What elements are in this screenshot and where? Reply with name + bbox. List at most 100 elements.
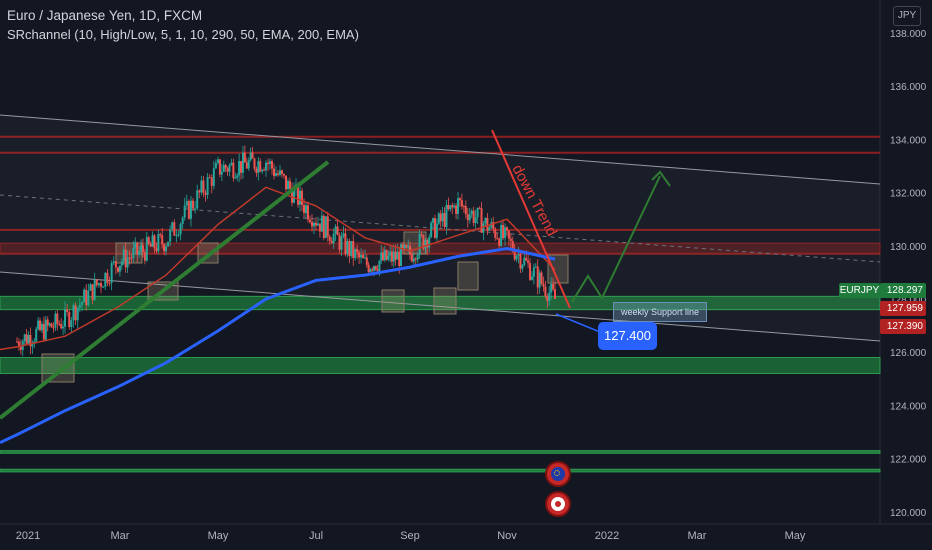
- eu-flag-icon[interactable]: [545, 461, 571, 487]
- ema-fast-line: [0, 186, 556, 351]
- candle-body: [482, 223, 485, 233]
- candle-body: [311, 221, 313, 227]
- candle-body: [167, 241, 170, 247]
- x-tick-label: May: [208, 530, 229, 542]
- candle-body: [318, 223, 321, 232]
- x-tick-label: 2022: [595, 530, 619, 542]
- candle-body: [460, 200, 463, 207]
- candle-body: [145, 237, 148, 261]
- candle-body: [171, 222, 174, 229]
- candle-body: [181, 217, 184, 225]
- candle-body: [322, 215, 325, 238]
- candle-body: [143, 252, 146, 261]
- support-zone: [0, 450, 881, 454]
- candle-body: [299, 190, 301, 205]
- candle-body: [56, 313, 59, 324]
- candle-body: [509, 238, 512, 241]
- candle-body: [74, 305, 77, 321]
- candle-body: [120, 261, 123, 266]
- candle-body: [285, 175, 287, 190]
- currency-button[interactable]: JPY: [893, 6, 921, 26]
- candle-body: [31, 343, 34, 347]
- candle-body: [330, 240, 333, 244]
- x-tick-label: Mar: [111, 530, 130, 542]
- uptrend-line: [0, 160, 330, 420]
- candle-body: [124, 249, 127, 268]
- candle-body: [506, 227, 508, 231]
- candle-body: [407, 245, 410, 248]
- candle-body: [163, 244, 166, 252]
- price-channel: [0, 114, 881, 342]
- candle-body: [515, 255, 518, 260]
- candle-body: [416, 254, 419, 260]
- candle-body: [140, 245, 143, 252]
- candle-body: [496, 237, 499, 239]
- candle-body: [412, 258, 415, 262]
- candle-body: [445, 205, 448, 228]
- candle-body: [60, 324, 63, 329]
- candle-body: [392, 251, 395, 262]
- candle-body: [519, 254, 522, 269]
- candle-body: [25, 334, 28, 344]
- candle-body: [147, 237, 150, 244]
- candle-body: [437, 213, 440, 224]
- candle-body: [153, 235, 156, 249]
- candle-body: [546, 295, 549, 302]
- candle-body: [89, 284, 92, 291]
- jp-flag-icon[interactable]: [545, 491, 571, 517]
- candle-body: [507, 230, 510, 239]
- y-tick-label: 134.000: [890, 135, 927, 146]
- symbol-tag: EURJPY: [839, 283, 880, 298]
- y-tick-label: 130.000: [890, 242, 927, 253]
- candle-body: [405, 245, 408, 248]
- candle-body: [500, 224, 503, 246]
- channel-mid-line: [0, 194, 881, 263]
- candle-body: [391, 251, 393, 262]
- candle-body: [106, 272, 109, 283]
- price-note[interactable]: 127.400: [598, 322, 657, 350]
- candle-body: [344, 233, 347, 255]
- candle-body: [279, 170, 281, 175]
- candle-body: [240, 161, 243, 173]
- candle-body: [42, 323, 45, 340]
- candle-body: [50, 323, 53, 328]
- candle-body: [29, 335, 32, 347]
- candle-body: [134, 242, 137, 249]
- candle-body: [222, 164, 225, 172]
- candle-body: [85, 289, 88, 306]
- pivot-box: [457, 261, 479, 291]
- sr-zones: [0, 135, 881, 473]
- y-tick-label: 126.000: [890, 348, 927, 359]
- candle-body: [122, 249, 125, 262]
- candle-body: [336, 226, 339, 236]
- candle-body: [141, 245, 144, 253]
- candle-body: [23, 334, 26, 342]
- candle-body: [540, 272, 543, 284]
- candle-body: [538, 272, 541, 288]
- candle-body: [157, 234, 160, 252]
- candle-body: [352, 240, 355, 259]
- weekly-support-label[interactable]: weekly Support line: [613, 302, 707, 322]
- candle-body: [365, 257, 368, 265]
- candle-body: [275, 173, 277, 176]
- candle-body: [97, 283, 100, 286]
- candle-body: [289, 181, 291, 189]
- candle-body: [504, 227, 507, 239]
- x-tick-label: Jul: [309, 530, 323, 542]
- candle-body: [326, 216, 329, 237]
- candle-body: [342, 233, 345, 237]
- candle-body: [358, 252, 361, 258]
- candle-body: [316, 223, 319, 226]
- candle-body: [265, 162, 267, 171]
- candle-body: [100, 283, 103, 287]
- candle-body: [462, 206, 465, 208]
- candle-body: [169, 228, 172, 242]
- candle-body: [376, 269, 379, 272]
- candle-body: [422, 235, 425, 249]
- candle-body: [187, 201, 190, 219]
- candle-body: [470, 210, 473, 215]
- candle-body: [525, 257, 528, 261]
- downtrend-line: [491, 129, 571, 309]
